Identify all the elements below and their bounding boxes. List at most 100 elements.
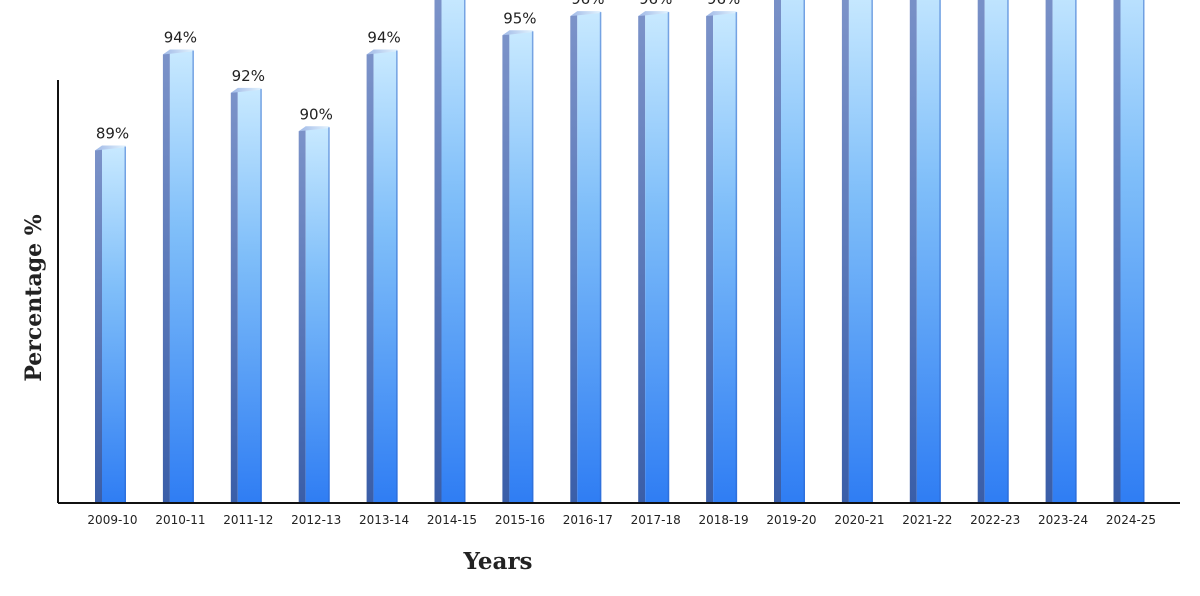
- x-tick-label: 2011-12: [223, 513, 273, 527]
- bar-top: [366, 49, 398, 55]
- bar-edge: [1075, 0, 1077, 503]
- bar-side: [638, 12, 646, 503]
- bar-side: [366, 50, 374, 503]
- bar-top: [570, 11, 602, 17]
- x-axis-title: Years: [463, 548, 533, 575]
- bar-side: [774, 0, 781, 503]
- bar-top: [298, 126, 330, 132]
- bar-face: [645, 12, 670, 503]
- bar-face: [984, 0, 1009, 503]
- bar-top: [638, 11, 670, 17]
- bar-side: [1045, 0, 1053, 503]
- y-axis-title: Percentage %: [21, 214, 47, 382]
- bar: [502, 30, 534, 504]
- bar-top: [706, 11, 738, 17]
- bar-side: [95, 146, 102, 503]
- bar: [95, 145, 126, 503]
- bar-edge: [192, 50, 194, 503]
- x-tick-label: 2013-14: [359, 513, 409, 527]
- bar: [774, 0, 805, 503]
- bar-top: [162, 49, 194, 55]
- bar-face: [577, 12, 602, 503]
- x-tick-label: 2014-15: [427, 513, 477, 527]
- x-tick-label: 2012-13: [291, 513, 341, 527]
- x-tick-labels-group: 2009-10 2010-11 2011-12 2012-13 2013-14 2014-…: [87, 513, 1156, 527]
- bar-edge: [803, 0, 805, 503]
- bar-face: [305, 127, 330, 504]
- data-label: 92%: [232, 67, 265, 85]
- bar-side: [1113, 0, 1121, 503]
- bar-face: [102, 146, 126, 503]
- bar-face: [916, 0, 941, 503]
- bar-side: [570, 12, 578, 503]
- bar-face: [781, 0, 805, 503]
- bar-top: [502, 30, 534, 36]
- x-tick-label: 2021-22: [902, 513, 952, 527]
- data-label: 94%: [164, 29, 197, 47]
- x-tick-label: 2024-25: [1106, 513, 1156, 527]
- bar-edge: [124, 146, 126, 503]
- data-label: 96%: [639, 0, 672, 8]
- bar-side: [434, 0, 442, 503]
- bar-face: [848, 0, 873, 504]
- bar-face: [713, 12, 738, 503]
- bar-face: [373, 50, 398, 503]
- bar-side: [706, 12, 714, 503]
- bar-edge: [735, 12, 738, 503]
- x-tick-label: 2023-24: [1038, 513, 1088, 527]
- bar-face: [237, 88, 262, 504]
- bar: [366, 49, 398, 503]
- bar-side: [502, 31, 510, 504]
- bar-face: [169, 50, 194, 503]
- bar-face: [1120, 0, 1145, 503]
- x-tick-label: 2015-16: [495, 513, 545, 527]
- bar-side: [162, 50, 170, 503]
- bar: [230, 87, 262, 504]
- bar-edge: [396, 50, 398, 503]
- data-label: 96%: [571, 0, 604, 8]
- bar-face: [1052, 0, 1077, 503]
- x-tick-label: 2018-19: [699, 513, 749, 527]
- bar: [434, 0, 466, 504]
- bar-side: [909, 0, 917, 503]
- bar-edge: [939, 0, 941, 503]
- bar-edge: [260, 88, 262, 504]
- bar-edge: [667, 12, 670, 503]
- bar: [162, 49, 194, 503]
- bar-side: [977, 0, 985, 503]
- bar-edge: [871, 0, 873, 504]
- data-label: 94%: [367, 29, 400, 47]
- bar-side: [230, 88, 238, 504]
- x-tick-label: 2020-21: [834, 513, 884, 527]
- bar: [841, 0, 873, 504]
- bar-face: [509, 31, 534, 504]
- x-tick-label: 2010-11: [155, 513, 205, 527]
- bar-top: [230, 87, 262, 93]
- bar-edge: [464, 0, 466, 504]
- bar-top: [95, 145, 126, 151]
- data-label: 90%: [300, 105, 333, 123]
- x-tick-label: 2022-23: [970, 513, 1020, 527]
- bar-side: [298, 127, 306, 504]
- bar: [706, 11, 738, 503]
- x-tick-label: 2017-18: [631, 513, 681, 527]
- bars-group: [95, 0, 1145, 504]
- x-tick-label: 2016-17: [563, 513, 613, 527]
- x-tick-label: 2009-10: [87, 513, 137, 527]
- bar: [570, 11, 602, 503]
- data-label: 96%: [707, 0, 740, 8]
- data-label: 95%: [503, 9, 536, 27]
- bar-side: [841, 0, 849, 503]
- bar-edge: [1143, 0, 1145, 503]
- bar-edge: [1007, 0, 1009, 503]
- data-labels-group: 89%94%92%90%94%97%95%96%96%96%98%97%98%9…: [96, 0, 740, 143]
- bar-edge: [531, 31, 534, 504]
- bar-face: [441, 0, 466, 504]
- x-tick-label: 2019-20: [766, 513, 816, 527]
- bar: [298, 126, 330, 504]
- bar: [977, 0, 1009, 503]
- bar-edge: [328, 127, 330, 504]
- bar: [1045, 0, 1077, 503]
- bar-edge: [599, 12, 602, 503]
